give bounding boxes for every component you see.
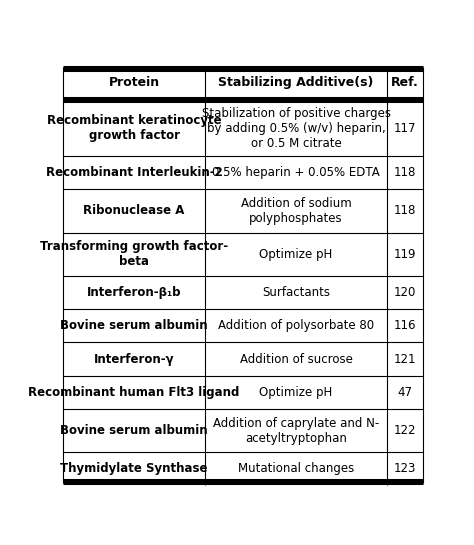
Text: Ribonuclease A: Ribonuclease A (83, 204, 185, 217)
Text: Addition of polysorbate 80: Addition of polysorbate 80 (218, 319, 374, 332)
Text: Recombinant human Flt3 ligand: Recombinant human Flt3 ligand (28, 386, 240, 399)
Text: Thymidylate Synthase: Thymidylate Synthase (60, 462, 208, 475)
Text: Recombinant Interleukin-2: Recombinant Interleukin-2 (46, 166, 222, 179)
Text: Ref.: Ref. (391, 76, 419, 89)
Text: 121: 121 (394, 353, 416, 366)
Text: 119: 119 (394, 247, 416, 261)
Text: 118: 118 (394, 166, 416, 179)
Text: Optimize pH: Optimize pH (259, 386, 333, 399)
Text: Protein: Protein (109, 76, 160, 89)
Text: Recombinant keratinocyte
growth factor: Recombinant keratinocyte growth factor (47, 114, 221, 142)
Text: Interferon-β₁b: Interferon-β₁b (87, 286, 181, 299)
Text: Addition of sodium
polyphosphates: Addition of sodium polyphosphates (241, 197, 351, 225)
Text: 118: 118 (394, 204, 416, 217)
Text: Stabilization of positive charges
by adding 0.5% (w/v) heparin,
or 0.5 M citrate: Stabilization of positive charges by add… (201, 107, 391, 150)
Text: Optimize pH: Optimize pH (259, 247, 333, 261)
Text: 116: 116 (394, 319, 416, 332)
Text: 123: 123 (394, 462, 416, 475)
Text: Addition of sucrose: Addition of sucrose (239, 353, 353, 366)
Text: Stabilizing Additive(s): Stabilizing Additive(s) (219, 76, 374, 89)
Text: 122: 122 (394, 424, 416, 437)
Text: Interferon-γ: Interferon-γ (94, 353, 174, 366)
Text: Mutational changes: Mutational changes (238, 462, 354, 475)
Text: Surfactants: Surfactants (262, 286, 330, 299)
Text: Addition of caprylate and N-
acetyltryptophan: Addition of caprylate and N- acetyltrypt… (213, 416, 379, 445)
Text: 120: 120 (394, 286, 416, 299)
Text: 47: 47 (397, 386, 412, 399)
Text: 0.5% heparin + 0.05% EDTA: 0.5% heparin + 0.05% EDTA (212, 166, 380, 179)
Text: Bovine serum albumin: Bovine serum albumin (60, 424, 208, 437)
Text: Bovine serum albumin: Bovine serum albumin (60, 319, 208, 332)
Text: Transforming growth factor-
beta: Transforming growth factor- beta (40, 240, 228, 268)
Text: 117: 117 (394, 122, 416, 135)
